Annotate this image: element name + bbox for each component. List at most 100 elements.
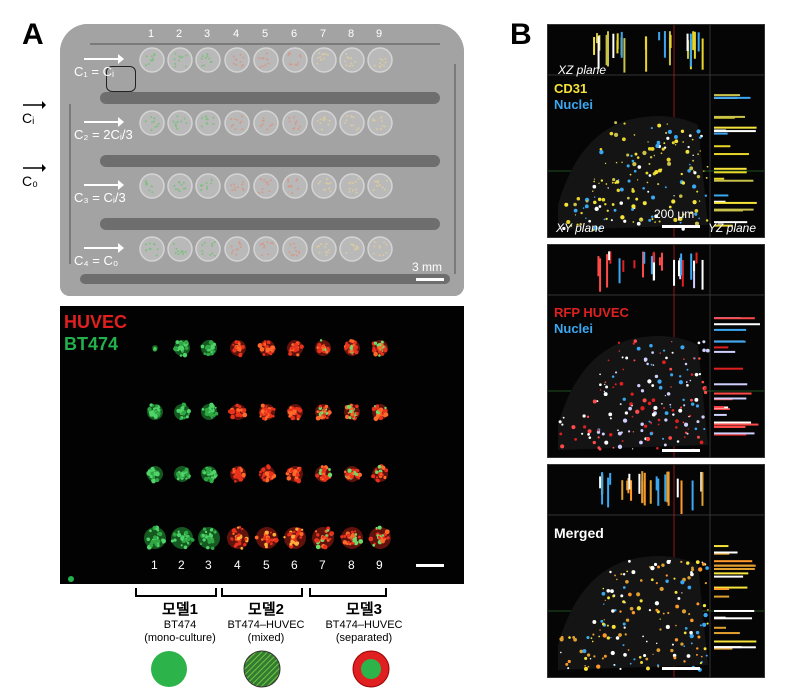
cell-dot [661,147,665,151]
cell-dot [691,566,694,570]
xz-streak [621,480,624,500]
chip-well [339,236,365,262]
cell-dot [591,228,595,232]
cell-dot [593,178,596,180]
spheroid [344,403,360,421]
xz-streak [620,31,623,58]
cell-dot [599,149,604,155]
chip-well [367,236,393,262]
xz-plane-label: XZ plane [558,63,607,77]
cell-dot [643,424,648,428]
cell-dot [642,201,647,206]
row-arrow-4: C₄ = C₀ [74,243,124,268]
cell-dot [628,406,632,411]
cell-dot [564,202,569,207]
cell-dot [623,122,626,125]
xz-streak [623,38,626,73]
yz-plane-label: YZ plane [708,221,757,235]
chip-well [311,47,337,73]
yz-streak [714,413,727,416]
xz-streak [667,471,670,506]
cell-dot [689,379,692,382]
cell-dot [596,400,599,403]
cell-dot [682,398,685,402]
xy-plane-label: XY plane [556,221,605,235]
spheroid [287,404,303,421]
xz-streak [697,32,700,52]
cell-dot [616,578,618,581]
cell-dot [570,224,573,227]
cell-dot [601,591,606,596]
cell-dot [613,208,617,212]
xz-streak [689,33,692,67]
xz-streak [693,260,696,289]
cell-dot [688,415,690,418]
chip-well [253,47,279,73]
cell-dot [625,356,629,360]
cell-dot [648,162,651,165]
cell-dot [636,606,642,611]
cell-dot [631,159,635,163]
cell-dot [701,380,705,384]
cell-dot [695,560,700,565]
cell-dot [593,180,595,183]
yz-streak [714,171,747,174]
cell-dot [664,395,667,397]
cell-dot [593,226,598,231]
model-brackets [135,588,387,597]
cell-dot [670,386,672,388]
model2-icon [243,650,281,688]
cell-dot [657,183,660,186]
cell-dot [632,342,636,345]
spheroid [147,403,163,420]
cell-dot [639,440,643,445]
xz-streak [668,31,671,66]
cell-dot [651,412,656,417]
cell-dot [633,169,637,173]
spheroid [340,527,364,549]
yz-streak [714,586,748,589]
cell-dot [596,664,601,669]
cell-dot [651,351,654,354]
cell-dot [672,653,677,658]
cell-dot [611,181,614,184]
cell-dot [705,176,708,179]
cell-dot [677,596,681,600]
cell-dot [687,576,691,580]
cell-dot [706,165,709,168]
cell-dot [613,132,619,138]
cell-dot [613,609,617,612]
cell-dot [702,603,707,608]
spheroid [287,340,304,357]
cell-dot [692,159,695,162]
cell-dot [668,205,672,209]
cell-dot [620,215,625,220]
cell-dot [582,207,585,209]
chip-column-number: 4 [233,28,240,40]
spheroid [152,345,158,352]
cell-dot [609,570,612,574]
cell-dot [634,152,638,156]
cell-dot [596,428,600,432]
cell-dot [650,127,653,130]
xz-streak [642,251,645,278]
cell-dot [597,197,602,202]
cell-dot [568,636,571,639]
cell-dot [628,592,632,597]
cell-dot [603,619,605,621]
cell-dot [588,219,592,223]
chip-column-number: 7 [320,28,327,40]
cell-dot [657,168,662,173]
chip-well [367,47,393,73]
cell-dot [673,656,677,660]
cell-dot [645,171,649,175]
cell-dot [586,653,591,657]
cell-dot [630,154,633,158]
chip-well [339,47,365,73]
cell-dot [560,444,565,449]
cell-dot [681,609,687,614]
cell-dot [690,572,694,577]
cell-dot [622,600,626,604]
spheroid [254,527,279,549]
cell-dot [696,174,701,179]
